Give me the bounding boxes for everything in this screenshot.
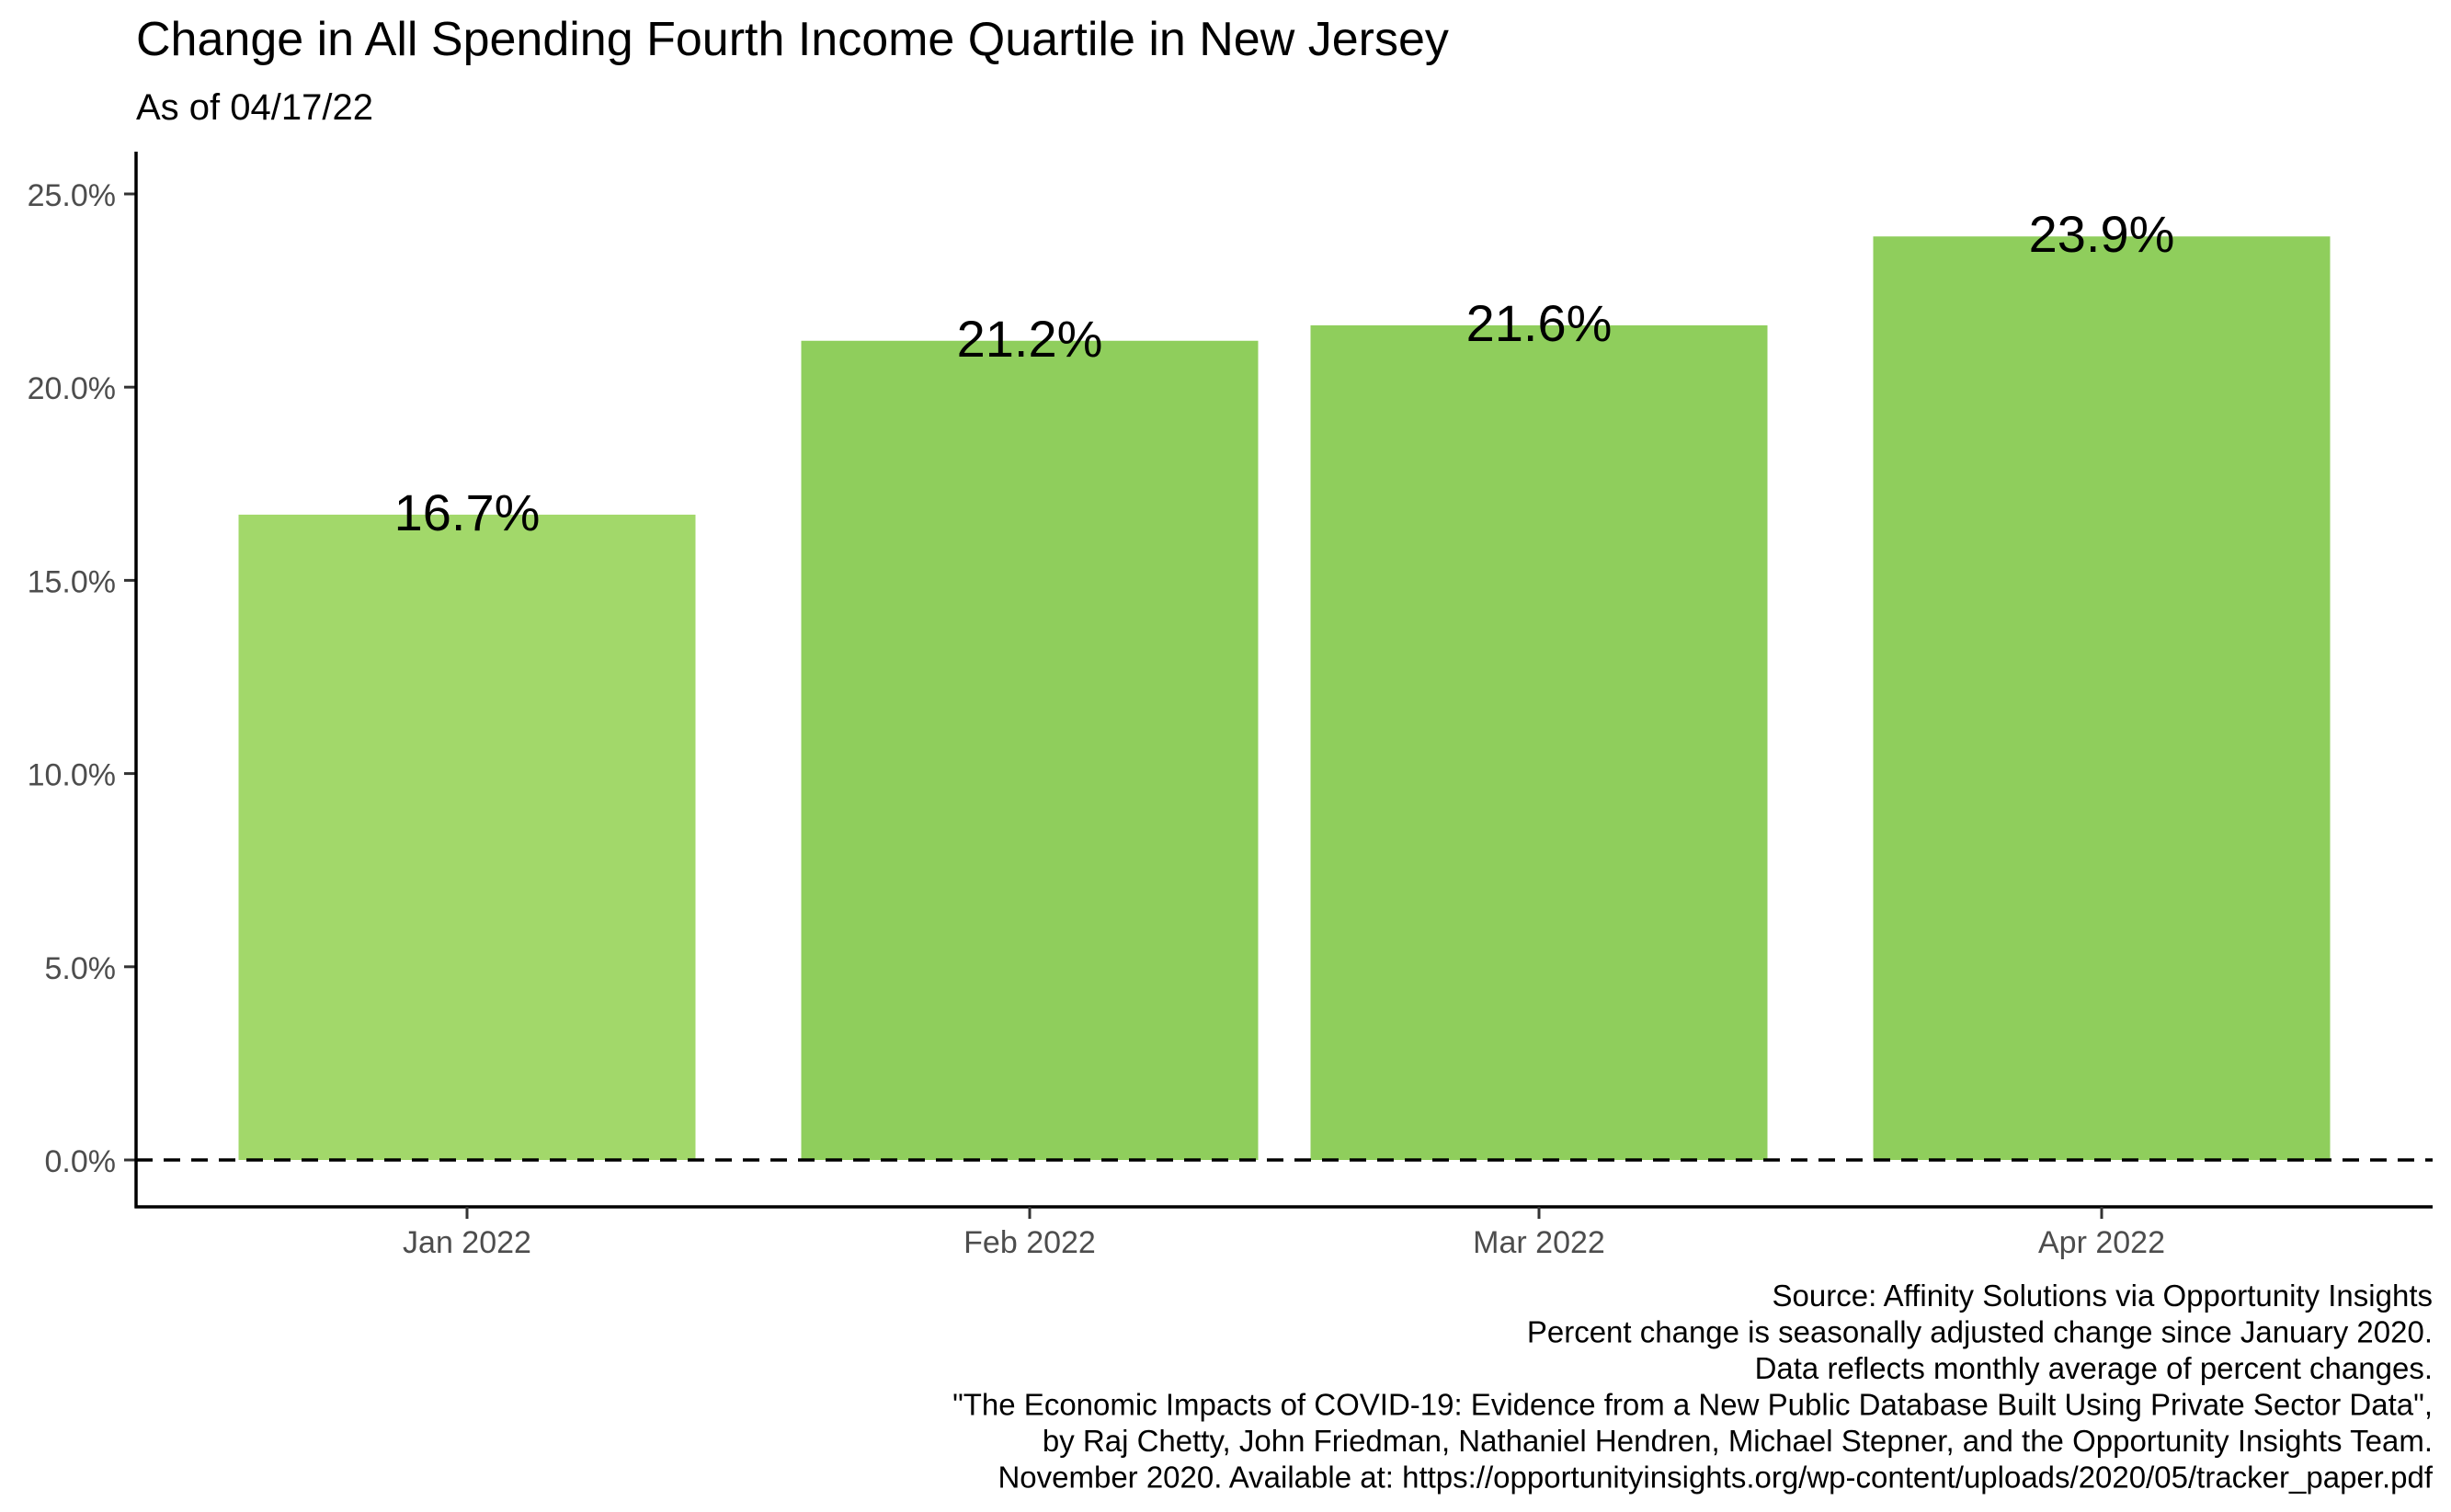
- bar-feb-2022: [801, 340, 1259, 1160]
- bar-apr-2022: [1873, 236, 2331, 1160]
- y-tick-label: 15.0%: [28, 564, 116, 599]
- chart-caption: Source: Affinity Solutions via Opportuni…: [952, 1279, 2434, 1495]
- bar-value-label: 21.6%: [1466, 294, 1613, 352]
- chart-subtitle: As of 04/17/22: [136, 87, 373, 128]
- y-tick-label: 5.0%: [45, 951, 117, 986]
- y-axis-ticks: 0.0% 5.0% 10.0% 15.0% 20.0% 25.0%: [28, 178, 136, 1179]
- chart-title: Change in All Spending Fourth Income Qua…: [136, 13, 1449, 66]
- x-axis-ticks: Jan 2022 Feb 2022 Mar 2022 Apr 2022: [403, 1207, 2165, 1260]
- y-tick-label: 20.0%: [28, 371, 116, 406]
- y-tick-label: 25.0%: [28, 178, 116, 213]
- y-tick-label: 0.0%: [45, 1144, 117, 1179]
- caption-line: by Raj Chetty, John Friedman, Nathaniel …: [1043, 1424, 2433, 1458]
- caption-line: November 2020. Available at: https://opp…: [998, 1461, 2433, 1495]
- bar-labels-group: 16.7% 21.2% 21.6% 23.9%: [394, 205, 2175, 541]
- bar-value-label: 21.2%: [957, 310, 1103, 368]
- bar-value-label: 23.9%: [2029, 205, 2175, 263]
- bar-value-label: 16.7%: [394, 483, 541, 541]
- x-tick-label: Feb 2022: [963, 1225, 1096, 1260]
- y-tick-label: 10.0%: [28, 758, 116, 793]
- x-tick-label: Apr 2022: [2038, 1225, 2165, 1260]
- x-tick-label: Jan 2022: [403, 1225, 531, 1260]
- caption-line: Data reflects monthly average of percent…: [1755, 1351, 2433, 1385]
- bar-mar-2022: [1310, 324, 1768, 1160]
- bar-jan-2022: [238, 514, 696, 1160]
- x-tick-label: Mar 2022: [1473, 1225, 1605, 1260]
- caption-line: Percent change is seasonally adjusted ch…: [1527, 1315, 2433, 1349]
- caption-line: Source: Affinity Solutions via Opportuni…: [1773, 1279, 2433, 1313]
- caption-line: "The Economic Impacts of COVID-19: Evide…: [952, 1388, 2433, 1422]
- bars-group: [238, 236, 2331, 1160]
